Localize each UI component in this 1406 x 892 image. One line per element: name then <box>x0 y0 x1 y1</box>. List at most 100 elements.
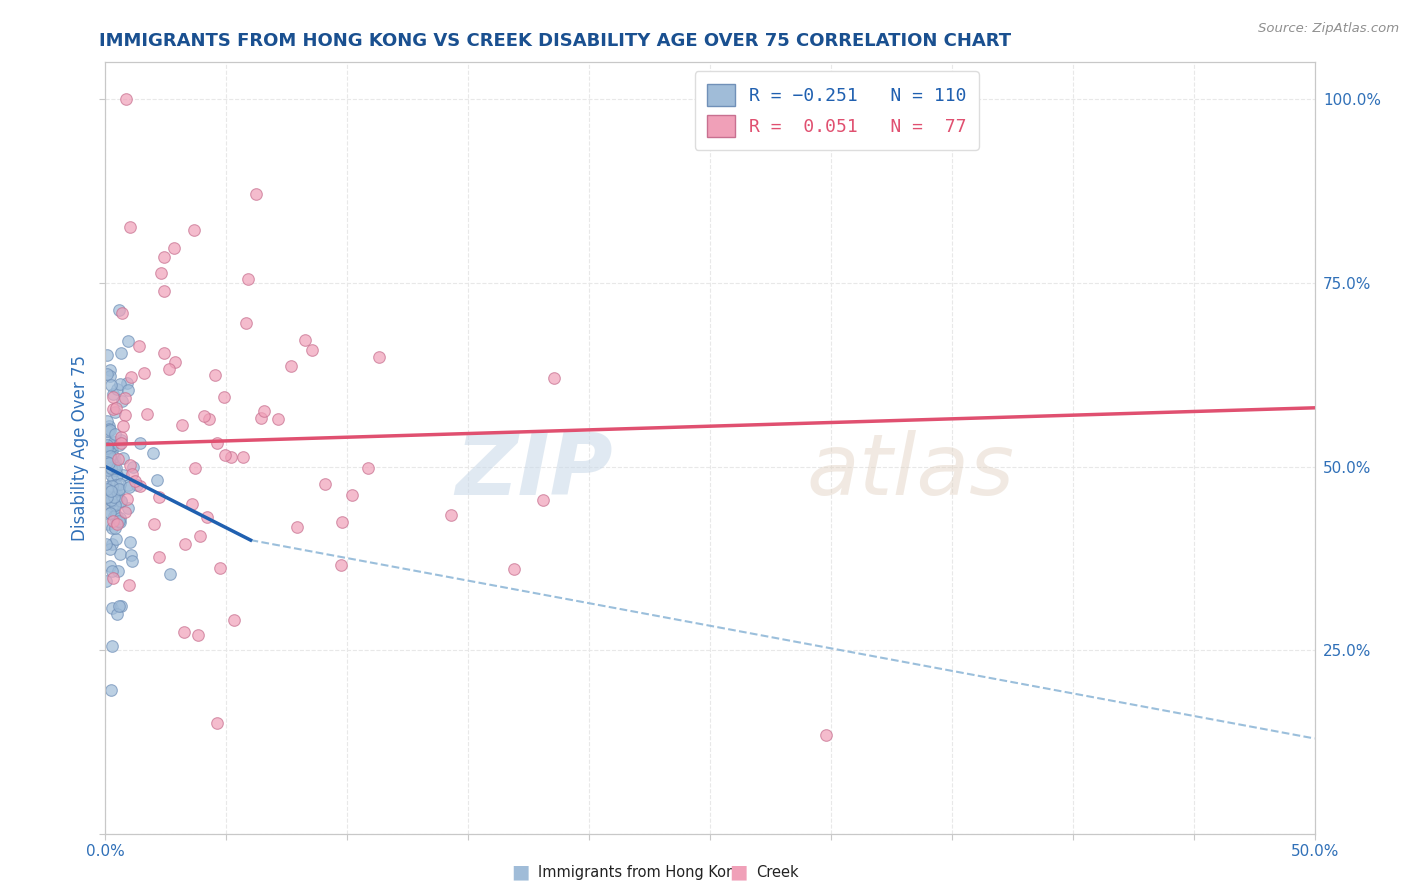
Point <box>101 536 124 550</box>
Point <box>103 508 125 523</box>
Text: IMMIGRANTS FROM HONG KONG VS CREEK DISABILITY AGE OVER 75 CORRELATION CHART: IMMIGRANTS FROM HONG KONG VS CREEK DISAB… <box>100 32 1011 50</box>
Point <box>125 478 148 492</box>
Point <box>142 446 165 460</box>
Point <box>207 435 229 450</box>
Point <box>96 463 118 477</box>
Point <box>148 491 170 505</box>
Point <box>94 536 117 550</box>
Text: 50.0%: 50.0% <box>1291 845 1339 859</box>
Point <box>96 480 118 494</box>
Point <box>111 450 134 465</box>
Point <box>100 453 122 467</box>
Point <box>98 423 121 437</box>
Point <box>101 439 124 453</box>
Point <box>94 491 117 505</box>
Point <box>329 558 352 572</box>
Point <box>121 460 143 475</box>
Point <box>101 442 124 457</box>
Point <box>97 516 120 531</box>
Point <box>124 474 146 488</box>
Point <box>149 266 172 280</box>
Point <box>188 529 211 543</box>
Text: Creek: Creek <box>756 865 799 880</box>
Point <box>100 683 122 698</box>
Point <box>97 460 120 475</box>
Point <box>100 377 122 392</box>
Point <box>114 409 136 423</box>
Point <box>97 443 120 458</box>
Point <box>104 521 127 535</box>
Point <box>97 419 120 434</box>
Point <box>104 405 127 419</box>
Point <box>266 412 288 426</box>
Point <box>117 478 139 492</box>
Point <box>101 571 124 585</box>
Point <box>101 601 124 615</box>
Point <box>98 506 121 520</box>
Point <box>153 284 176 298</box>
Text: ZIP: ZIP <box>456 430 613 513</box>
Point <box>108 547 131 561</box>
Point <box>114 392 136 406</box>
Point <box>110 430 132 444</box>
Point <box>115 491 138 506</box>
Point <box>98 363 121 377</box>
Point <box>114 92 136 106</box>
Point <box>97 422 120 436</box>
Point <box>98 542 121 557</box>
Point <box>129 479 152 493</box>
Point <box>104 426 127 441</box>
Point <box>357 461 380 475</box>
Point <box>314 477 336 491</box>
Point <box>98 450 121 465</box>
Point <box>110 435 132 450</box>
Point <box>108 377 131 392</box>
Point <box>96 490 118 504</box>
Point <box>145 473 167 487</box>
Point <box>815 728 838 742</box>
Point <box>132 366 155 380</box>
Point <box>101 437 124 451</box>
Point <box>96 348 118 362</box>
Point <box>101 494 124 508</box>
Point <box>107 451 129 466</box>
Point <box>107 491 129 506</box>
Point <box>173 624 195 639</box>
Text: ■: ■ <box>510 863 530 882</box>
Point <box>98 369 121 384</box>
Point <box>135 407 157 421</box>
Point <box>97 456 120 470</box>
Point <box>111 306 134 320</box>
Point <box>108 511 131 525</box>
Point <box>114 505 136 519</box>
Point <box>120 548 142 562</box>
Point <box>280 359 302 373</box>
Point <box>110 493 132 508</box>
Point <box>104 463 127 477</box>
Point <box>212 390 235 404</box>
Point <box>111 418 134 433</box>
Point <box>97 425 120 439</box>
Point <box>204 368 226 383</box>
Point <box>110 346 132 360</box>
Point <box>121 467 143 481</box>
Point <box>222 613 245 627</box>
Point <box>118 480 141 494</box>
Point <box>108 599 131 613</box>
Point <box>340 488 363 502</box>
Point <box>100 499 122 513</box>
Point <box>157 361 180 376</box>
Point <box>250 411 273 425</box>
Point <box>143 517 166 532</box>
Point <box>111 467 134 482</box>
Point <box>105 382 128 396</box>
Point <box>252 404 274 418</box>
Point <box>245 187 267 202</box>
Y-axis label: Disability Age Over 75: Disability Age Over 75 <box>70 355 89 541</box>
Point <box>105 461 128 475</box>
Point <box>100 458 122 472</box>
Point <box>502 562 524 576</box>
Point <box>439 508 461 522</box>
Point <box>96 483 118 497</box>
Point <box>98 506 121 520</box>
